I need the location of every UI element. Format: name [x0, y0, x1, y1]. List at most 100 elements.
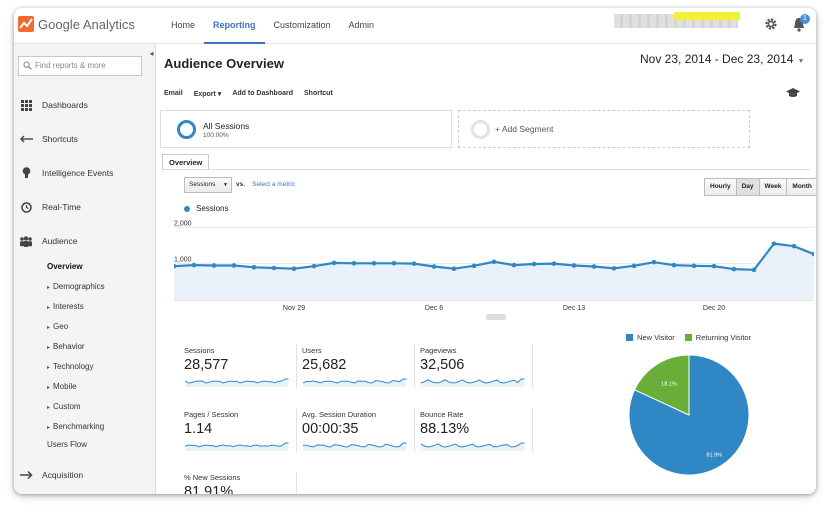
sparkline-area: [185, 443, 289, 451]
shortcut-button[interactable]: Shortcut: [304, 90, 333, 97]
data-point: [251, 264, 257, 270]
metric-pageviews[interactable]: Pageviews 32,506: [420, 346, 530, 388]
metric-users[interactable]: Users 25,682: [302, 346, 412, 388]
add-segment-link[interactable]: + Add Segment: [495, 124, 554, 134]
sparkline-line: [420, 442, 525, 448]
gear-icon[interactable]: [764, 17, 778, 31]
data-point: [691, 263, 697, 269]
nav-home[interactable]: Home: [171, 20, 196, 30]
sidebar-item-real-time[interactable]: Real-Time: [14, 200, 156, 214]
pie-legend: New Visitor Returning Visitor: [626, 333, 751, 342]
sidebar-sub-label: Geo: [53, 322, 69, 331]
metric-label: Avg. Session Duration: [302, 410, 377, 419]
sidebar-item-shortcuts[interactable]: Shortcuts: [14, 132, 156, 146]
data-point: [371, 260, 377, 266]
divider: [532, 344, 533, 388]
sidebar-sub-users-flow[interactable]: Users Flow: [47, 440, 88, 449]
sidebar-sub-label: Demographics: [53, 282, 105, 291]
sidebar-sub-technology[interactable]: ▸ Technology: [47, 362, 94, 371]
add-segment-box[interactable]: + Add Segment: [458, 110, 750, 148]
divider: [296, 408, 297, 452]
legend-swatch: [684, 334, 692, 341]
chart-collapse-handle[interactable]: [486, 314, 506, 320]
sessions-line-chart[interactable]: 2,000 1,000 Nov 29 Dec 6 Dec 13 Dec 20: [174, 216, 814, 320]
period-month-button[interactable]: Month: [787, 179, 816, 195]
sidebar-sub-interests[interactable]: ▸ Interests: [47, 302, 84, 311]
sidebar-item-intelligence-events[interactable]: Intelligence Events: [14, 166, 156, 180]
data-point: [511, 262, 517, 268]
main-content: Audience Overview Nov 23, 2014 - Dec 23,…: [156, 44, 816, 494]
add-to-dashboard-button[interactable]: Add to Dashboard: [232, 90, 293, 97]
sidebar-item-audience[interactable]: Audience: [14, 234, 156, 248]
analytics-logo-icon: [18, 16, 34, 32]
legend-swatch: [184, 205, 190, 212]
logo[interactable]: Google Analytics: [18, 16, 135, 32]
data-point: [771, 241, 777, 246]
sidebar-item-label: Intelligence Events: [42, 168, 114, 178]
data-point: [491, 259, 497, 265]
sidebar-item-label: Shortcuts: [42, 134, 78, 144]
data-point: [411, 261, 417, 266]
sidebar-sub-overview[interactable]: Overview: [47, 262, 83, 271]
sidebar-sub-geo[interactable]: ▸ Geo: [47, 322, 68, 331]
data-point: [631, 263, 637, 269]
metric-label: Users: [302, 346, 322, 355]
sparkline: [303, 442, 407, 451]
sidebar-sub-behavior[interactable]: ▸ Behavior: [47, 342, 85, 351]
sidebar-item-dashboards[interactable]: Dashboards: [14, 98, 156, 112]
data-point: [591, 264, 597, 269]
sidebar-item-label: Dashboards: [42, 100, 88, 110]
metric-value: 1.14: [184, 421, 213, 437]
legend-label: Sessions: [196, 204, 229, 213]
main-nav: Home Reporting Customization Admin: [162, 8, 383, 44]
email-button[interactable]: Email: [164, 90, 183, 97]
sidebar-sub-custom[interactable]: ▸ Custom: [47, 402, 81, 411]
graduation-cap-icon[interactable]: [786, 88, 800, 98]
data-point: [751, 267, 757, 273]
period-toggle: Hourly Day Week Month: [704, 178, 816, 196]
data-point: [231, 263, 237, 268]
nav-customization[interactable]: Customization: [273, 20, 331, 30]
data-point: [531, 261, 537, 267]
metric-avg-session-duration[interactable]: Avg. Session Duration 00:00:35: [302, 410, 412, 452]
nav-admin[interactable]: Admin: [348, 20, 375, 30]
segment-all-sessions[interactable]: All Sessions 100.00%: [160, 110, 452, 148]
segment-name: All Sessions: [203, 121, 250, 131]
legend-label: New Visitor: [637, 333, 675, 342]
divider: [296, 472, 297, 494]
export-button[interactable]: Export ▾: [193, 91, 222, 98]
sidebar-sub-benchmarking[interactable]: ▸ Benchmarking: [47, 422, 104, 431]
nav-reporting[interactable]: Reporting: [204, 8, 265, 44]
sparkline: [184, 442, 289, 451]
period-week-button[interactable]: Week: [759, 179, 788, 195]
search-input[interactable]: Find reports & more: [18, 56, 142, 76]
metric-sessions[interactable]: Sessions 28,577: [184, 346, 294, 388]
visitor-type-pie-chart[interactable]: 81.9% 18.1%: [622, 348, 756, 482]
account-highlight: [674, 12, 740, 20]
metric-label: Bounce Rate: [420, 410, 464, 419]
date-range-value: Nov 23, 2014 - Dec 23, 2014: [640, 52, 794, 66]
period-day-button[interactable]: Day: [736, 179, 760, 195]
select-metric-link[interactable]: Select a metric: [252, 181, 295, 188]
sidebar-sub-demographics[interactable]: ▸ Demographics: [47, 282, 105, 291]
sidebar-sub-mobile[interactable]: ▸ Mobile: [47, 382, 77, 391]
metric-new-sessions[interactable]: % New Sessions 81.91%: [184, 473, 294, 494]
metric-select[interactable]: Sessions ▼: [184, 177, 232, 193]
period-hourly-button[interactable]: Hourly: [705, 179, 737, 195]
x-tick-label: Dec 20: [703, 305, 725, 312]
legend-swatch: [626, 334, 633, 341]
notification-badge: 1: [800, 14, 810, 24]
tab-overview[interactable]: Overview: [162, 154, 210, 170]
y-tick-label: 1,000: [174, 257, 192, 264]
report-toolbar: Email Export ▾ Add to Dashboard Shortcut: [164, 90, 344, 98]
sidebar-item-acquisition[interactable]: Acquisition: [14, 468, 156, 482]
collapse-sidebar-icon[interactable]: ◂: [149, 49, 154, 58]
date-range-picker[interactable]: Nov 23, 2014 - Dec 23, 2014 ▼: [640, 52, 804, 66]
metric-label: Sessions: [184, 346, 215, 355]
metric-pages-per-session[interactable]: Pages / Session 1.14: [184, 410, 294, 452]
metric-value: 81.91%: [184, 484, 234, 494]
metric-bounce-rate[interactable]: Bounce Rate 88.13%: [420, 410, 530, 452]
sparkline: [302, 378, 407, 387]
metric-value: 88.13%: [420, 421, 470, 437]
people-icon: [19, 234, 33, 248]
